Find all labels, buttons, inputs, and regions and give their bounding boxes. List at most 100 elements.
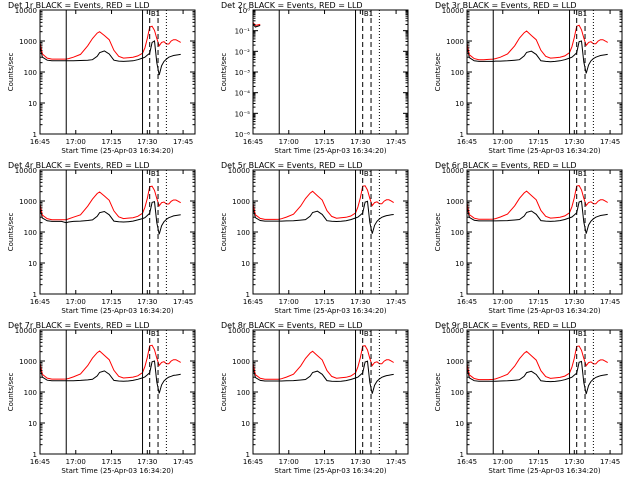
xtick-label: 17:00 bbox=[493, 458, 513, 466]
ytick-label: 1000 bbox=[446, 38, 464, 46]
xtick-label: 16:45 bbox=[457, 298, 477, 306]
ytick-label: 100 bbox=[451, 229, 464, 237]
panel-title: Det 5r BLACK = Events, RED = LLD bbox=[221, 161, 363, 170]
ytick-label: 1 bbox=[246, 451, 250, 459]
series-line-events bbox=[253, 200, 394, 234]
ytick-label: 1000 bbox=[19, 198, 37, 206]
y-axis-label: Counts/sec bbox=[220, 53, 228, 92]
panel-title: Det 1r BLACK = Events, RED = LLD bbox=[8, 1, 150, 10]
xtick-label: 17:45 bbox=[600, 458, 620, 466]
xtick-label: 17:00 bbox=[66, 458, 86, 466]
y-axis-label: Counts/sec bbox=[7, 373, 15, 412]
x-axis-label: Start Time (25-Apr-03 16:34:20) bbox=[274, 467, 386, 475]
panel-title: Det 3r BLACK = Events, RED = LLD bbox=[435, 1, 577, 10]
xtick-label: 17:45 bbox=[386, 298, 406, 306]
plot-area bbox=[40, 10, 181, 134]
panel-title: Det 4r BLACK = Events, RED = LLD bbox=[8, 161, 150, 170]
series-line-events bbox=[467, 40, 608, 74]
xtick-label: 17:15 bbox=[528, 138, 548, 146]
axes-box bbox=[466, 9, 623, 135]
series-line-lld bbox=[40, 344, 181, 380]
marker-text: B1 bbox=[578, 170, 587, 178]
xtick-label: 17:15 bbox=[528, 458, 548, 466]
xtick-label: 17:30 bbox=[564, 458, 584, 466]
xtick-label: 17:45 bbox=[386, 138, 406, 146]
x-axis-label: Start Time (25-Apr-03 16:34:20) bbox=[488, 147, 600, 155]
xtick-label: 17:30 bbox=[350, 298, 370, 306]
series-line-events bbox=[253, 360, 394, 394]
series-line-events bbox=[467, 200, 608, 234]
xtick-label: 17:30 bbox=[564, 138, 584, 146]
xtick-label: 17:15 bbox=[314, 298, 334, 306]
series-line-events bbox=[40, 40, 181, 76]
xtick-label: 17:15 bbox=[101, 458, 121, 466]
ytick-label: 100 bbox=[237, 229, 250, 237]
ytick-label: 10⁰ bbox=[238, 7, 250, 15]
ytick-label: 1 bbox=[33, 451, 37, 459]
xtick-label: 17:00 bbox=[493, 298, 513, 306]
x-axis-label: Start Time (25-Apr-03 16:34:20) bbox=[488, 467, 600, 475]
axes-box bbox=[39, 169, 196, 295]
axes-box bbox=[39, 329, 196, 455]
xtick-label: 17:30 bbox=[564, 298, 584, 306]
ytick-label: 10 bbox=[241, 260, 250, 268]
xtick-label: 16:45 bbox=[243, 138, 263, 146]
x-axis-label: Start Time (25-Apr-03 16:34:20) bbox=[61, 467, 173, 475]
ytick-label: 100 bbox=[24, 389, 37, 397]
series-line-lld bbox=[40, 25, 181, 60]
xtick-label: 17:15 bbox=[101, 138, 121, 146]
x-axis-label: Start Time (25-Apr-03 16:34:20) bbox=[61, 307, 173, 315]
xtick-label: 17:15 bbox=[101, 298, 121, 306]
xtick-label: 16:45 bbox=[457, 138, 477, 146]
ytick-label: 10 bbox=[28, 260, 37, 268]
marker-text: B1 bbox=[151, 170, 160, 178]
series-line-events bbox=[40, 360, 181, 394]
series-line-lld bbox=[467, 185, 608, 220]
series-line-lld bbox=[40, 185, 181, 221]
series-line-events bbox=[467, 360, 608, 395]
ytick-label: 10 bbox=[28, 100, 37, 108]
plot-area bbox=[467, 10, 608, 134]
ytick-label: 10000 bbox=[15, 167, 37, 175]
ytick-label: 10000 bbox=[228, 327, 250, 335]
xtick-label: 17:45 bbox=[173, 458, 193, 466]
marker-text: B1 bbox=[578, 330, 587, 338]
xtick-label: 16:45 bbox=[243, 458, 263, 466]
xtick-label: 17:45 bbox=[600, 138, 620, 146]
y-axis-label: Counts/sec bbox=[434, 213, 442, 252]
series-line-lld bbox=[467, 345, 608, 381]
marker-text: B1 bbox=[151, 330, 160, 338]
plot-area bbox=[253, 170, 394, 294]
xtick-label: 17:00 bbox=[66, 138, 86, 146]
xtick-label: 16:45 bbox=[30, 298, 50, 306]
xtick-label: 17:45 bbox=[386, 458, 406, 466]
ytick-label: 10⁻⁴ bbox=[235, 90, 251, 98]
xtick-label: 17:45 bbox=[173, 138, 193, 146]
ytick-label: 1000 bbox=[19, 358, 37, 366]
series-line-lld bbox=[253, 185, 394, 220]
ytick-label: 1000 bbox=[446, 358, 464, 366]
plot-area bbox=[40, 330, 181, 454]
xtick-label: 17:15 bbox=[528, 298, 548, 306]
ytick-label: 10⁻² bbox=[235, 48, 251, 56]
series-line-lld bbox=[467, 24, 608, 61]
y-axis-label: Counts/sec bbox=[7, 53, 15, 92]
ytick-label: 10⁻⁶ bbox=[235, 131, 251, 139]
xtick-label: 17:00 bbox=[279, 458, 299, 466]
xtick-label: 17:30 bbox=[350, 458, 370, 466]
xtick-label: 17:45 bbox=[173, 298, 193, 306]
xtick-label: 17:30 bbox=[137, 458, 157, 466]
x-axis-label: Start Time (25-Apr-03 16:34:20) bbox=[488, 307, 600, 315]
ytick-label: 1 bbox=[33, 131, 37, 139]
ytick-label: 1000 bbox=[232, 198, 250, 206]
xtick-label: 17:00 bbox=[493, 138, 513, 146]
xtick-label: 17:30 bbox=[137, 138, 157, 146]
marker-text: B1 bbox=[151, 10, 160, 18]
marker-text: B1 bbox=[364, 10, 373, 18]
